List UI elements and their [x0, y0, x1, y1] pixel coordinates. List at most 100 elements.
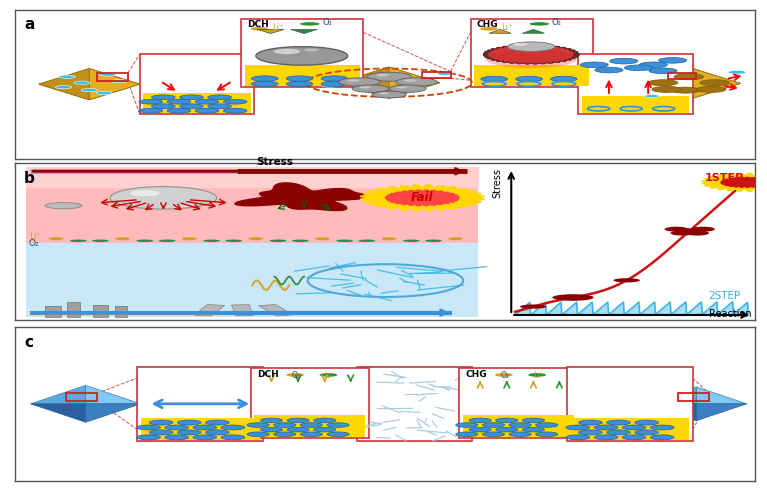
Circle shape — [650, 435, 674, 440]
Polygon shape — [31, 386, 86, 404]
Circle shape — [208, 104, 232, 109]
Circle shape — [252, 81, 278, 86]
Circle shape — [652, 86, 682, 92]
Polygon shape — [644, 83, 741, 98]
Bar — [232, 305, 254, 316]
Circle shape — [150, 430, 173, 435]
Circle shape — [74, 81, 90, 84]
FancyBboxPatch shape — [251, 368, 369, 438]
Circle shape — [177, 430, 201, 435]
Text: 2STEP: 2STEP — [709, 291, 741, 301]
Polygon shape — [235, 183, 369, 210]
Ellipse shape — [45, 203, 82, 209]
Circle shape — [339, 78, 380, 86]
Circle shape — [607, 430, 630, 435]
Text: CHG: CHG — [476, 20, 498, 29]
Circle shape — [486, 50, 577, 68]
Circle shape — [595, 67, 623, 73]
Circle shape — [179, 104, 203, 109]
Circle shape — [249, 237, 263, 240]
FancyBboxPatch shape — [578, 54, 693, 114]
Circle shape — [223, 108, 247, 113]
Text: Stress: Stress — [256, 158, 293, 167]
Polygon shape — [489, 29, 512, 33]
Bar — [463, 415, 574, 437]
Circle shape — [130, 190, 160, 196]
Circle shape — [404, 79, 416, 81]
Circle shape — [96, 91, 112, 95]
Circle shape — [659, 58, 686, 63]
Ellipse shape — [203, 240, 220, 242]
Polygon shape — [721, 177, 767, 187]
Circle shape — [167, 108, 191, 113]
Circle shape — [150, 420, 173, 425]
Circle shape — [304, 48, 319, 51]
Text: CHG: CHG — [466, 370, 487, 379]
Polygon shape — [386, 190, 459, 205]
Circle shape — [678, 228, 702, 233]
Ellipse shape — [159, 240, 176, 242]
FancyBboxPatch shape — [241, 19, 364, 87]
Circle shape — [301, 423, 322, 427]
Polygon shape — [338, 67, 439, 82]
Circle shape — [566, 425, 590, 430]
Polygon shape — [693, 68, 741, 98]
Circle shape — [110, 80, 127, 83]
Circle shape — [670, 87, 700, 93]
Circle shape — [252, 76, 278, 81]
Circle shape — [376, 74, 389, 77]
Circle shape — [397, 86, 407, 88]
Circle shape — [649, 68, 677, 74]
Polygon shape — [86, 386, 140, 404]
Circle shape — [327, 423, 349, 427]
Polygon shape — [89, 68, 140, 100]
Circle shape — [165, 425, 189, 430]
Circle shape — [221, 435, 245, 440]
Polygon shape — [291, 29, 318, 34]
Circle shape — [700, 80, 729, 86]
Circle shape — [728, 70, 746, 74]
Circle shape — [515, 76, 542, 81]
Circle shape — [594, 425, 618, 430]
Circle shape — [256, 47, 347, 65]
Circle shape — [179, 95, 203, 100]
Circle shape — [482, 432, 505, 437]
Circle shape — [449, 237, 463, 240]
Circle shape — [152, 104, 175, 109]
Bar — [678, 393, 709, 401]
Circle shape — [535, 423, 558, 427]
FancyBboxPatch shape — [470, 19, 593, 87]
Circle shape — [55, 85, 71, 89]
Circle shape — [551, 76, 577, 81]
Bar — [581, 96, 689, 113]
Circle shape — [137, 435, 160, 440]
Bar — [245, 65, 360, 86]
Bar — [66, 393, 97, 401]
FancyBboxPatch shape — [459, 368, 578, 438]
Circle shape — [529, 22, 550, 26]
Circle shape — [635, 420, 659, 425]
FancyBboxPatch shape — [140, 54, 255, 114]
Circle shape — [508, 42, 555, 51]
Text: DCH: DCH — [247, 20, 268, 29]
Ellipse shape — [336, 240, 354, 242]
Circle shape — [644, 95, 660, 98]
Circle shape — [247, 423, 269, 427]
Circle shape — [139, 108, 163, 113]
Circle shape — [327, 432, 349, 437]
Circle shape — [610, 58, 638, 64]
Bar — [26, 243, 478, 317]
Circle shape — [195, 100, 219, 104]
Circle shape — [379, 92, 389, 94]
Bar — [93, 305, 108, 317]
Polygon shape — [522, 29, 545, 33]
Circle shape — [251, 27, 268, 31]
FancyBboxPatch shape — [357, 367, 472, 441]
Circle shape — [696, 86, 726, 92]
FancyBboxPatch shape — [137, 367, 263, 441]
Bar — [26, 166, 478, 246]
Polygon shape — [338, 67, 389, 98]
Circle shape — [495, 418, 518, 423]
Text: DCH: DCH — [257, 370, 278, 379]
Text: Li⁺: Li⁺ — [28, 232, 41, 241]
